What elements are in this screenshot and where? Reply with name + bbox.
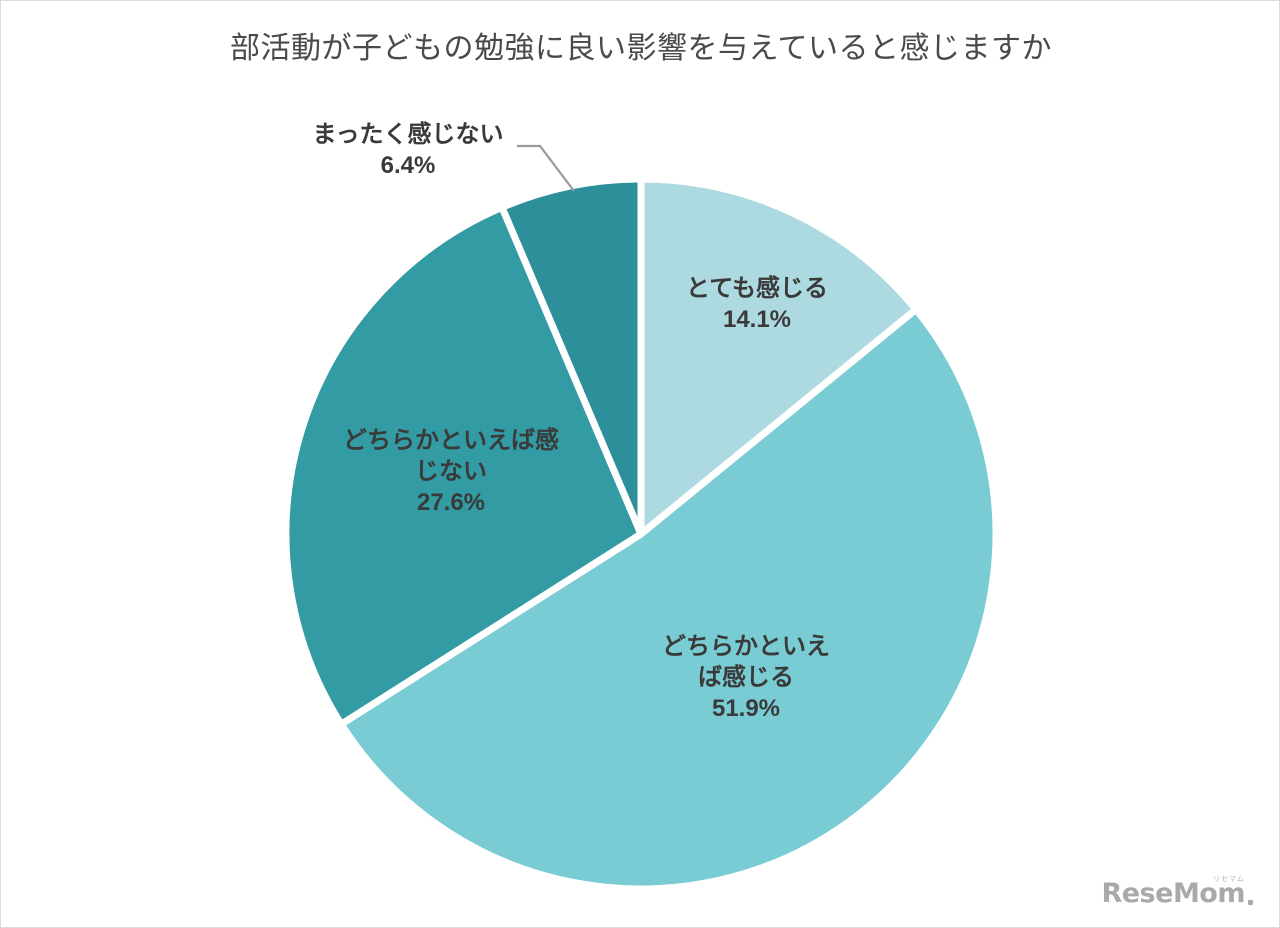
logo-wordmark: ReseMom [1101,878,1245,909]
slice-label-dochira-kanjinai-line1: どちらかといえば感 [343,427,559,454]
slice-label-dochira-kanjiru-line2: ば感じる [698,664,794,692]
slice-dochira-kanjinai[interactable] [282,203,645,728]
resemom-logo: リセマム ReseMom [1101,876,1253,909]
logo-dot [1248,900,1253,905]
slice-label-mattaku: まったく感じない 6.4% [293,119,523,181]
slice-label-dochira-kanjinai-line2: じない [415,458,487,486]
slice-dochira-kanjiru[interactable] [337,305,1000,893]
slice-label-dochira-kanjinai-pct: 27.6% [416,489,486,517]
slice-label-mattaku-pct: 6.4% [380,152,436,180]
slice-label-mattaku-name: まったく感じない [312,121,504,148]
slice-label-dochira-kanjinai: どちらかといえば感 じない 27.6% [301,425,601,519]
chart-title: 部活動が子どもの勉強に良い影響を与えていると感じますか [230,32,1052,65]
logo-ruby-text: リセマム [1213,876,1245,883]
slice-label-dochira-kanjiru-line1: どちらかといえ [662,633,830,660]
slice-label-dochira-kanjiru-pct: 51.9% [711,695,781,723]
slice-totemo[interactable] [637,175,920,538]
slice-label-totemo: とても感じる 14.1% [637,273,877,335]
leader-line-mattaku [517,144,575,192]
slice-label-dochira-kanjiru: どちらかといえ ば感じる 51.9% [586,631,906,725]
slice-label-totemo-name: とても感じる [685,275,829,302]
slice-label-totemo-pct: 14.1% [722,306,792,334]
